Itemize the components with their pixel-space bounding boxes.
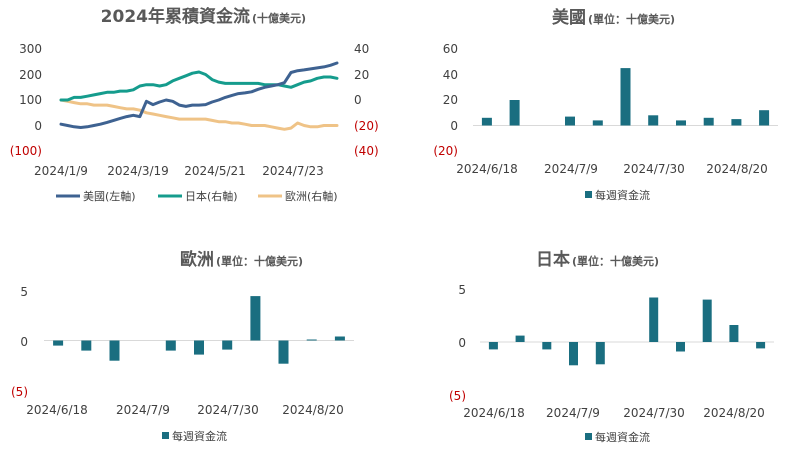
legend-label-weekly-flow: 每週資金流 bbox=[172, 429, 227, 443]
bar-2024/6/18 bbox=[53, 340, 64, 346]
chart4-title: 日本 bbox=[536, 249, 570, 270]
chart3-title: 歐洲 bbox=[180, 249, 214, 270]
chart2-y-tick: 20 bbox=[443, 93, 458, 107]
chart4-x-tick: 2024/7/9 bbox=[546, 406, 600, 420]
bar-2024/7/16 bbox=[592, 120, 603, 126]
legend-swatch-weekly-flow bbox=[585, 191, 592, 198]
chart3-x-tick: 2024/7/9 bbox=[116, 403, 170, 417]
bar-2024/8/20 bbox=[306, 339, 317, 341]
chart2-y-tick: 0 bbox=[450, 119, 458, 133]
chart2-y-tick: 60 bbox=[443, 42, 458, 56]
bar-2024/8/27 bbox=[759, 110, 770, 126]
bar-2024/7/16 bbox=[595, 342, 605, 365]
chart3-x-tick: 2024/6/18 bbox=[26, 403, 88, 417]
europe-weekly-flow-chart: 歐洲 (單位：十億美元) 5 0 (5) 2024/6/18 2024/7/9 … bbox=[11, 249, 354, 443]
chart1-right-tick: 20 bbox=[354, 68, 369, 82]
series-line-europe bbox=[59, 98, 339, 131]
bar-2024/8/13 bbox=[702, 299, 712, 342]
chart1-x-tick: 2024/3/19 bbox=[107, 164, 169, 178]
chart3-y-tick: (5) bbox=[11, 385, 28, 399]
chart2-title: 美國 bbox=[552, 7, 586, 28]
bar-2024/8/27 bbox=[756, 342, 766, 349]
chart3-subtitle: (單位：十億美元) bbox=[216, 254, 303, 268]
chart2-x-tick: 2024/7/30 bbox=[623, 162, 685, 176]
legend-label-weekly-flow: 每週資金流 bbox=[595, 430, 650, 444]
bar-2024/6/25 bbox=[81, 340, 92, 351]
legend-label-us: 美國(左軸) bbox=[83, 189, 136, 203]
bar-2024/8/20 bbox=[731, 119, 742, 126]
chart4-y-tick: 5 bbox=[458, 283, 466, 297]
bar-2024/7/30 bbox=[222, 340, 233, 350]
bar-2024/8/13 bbox=[703, 117, 714, 126]
bar-2024/7/9 bbox=[569, 342, 578, 366]
chart2-x-tick: 2024/8/20 bbox=[706, 162, 768, 176]
us-weekly-flow-chart: 美國 (單位：十億美元) 60 40 20 0 (20) 2024/6/18 2… bbox=[433, 7, 778, 202]
chart3-x-tick: 2024/8/20 bbox=[282, 403, 344, 417]
chart4-subtitle: (單位：十億美元) bbox=[572, 254, 659, 268]
chart2-x-tick: 2024/6/18 bbox=[456, 162, 518, 176]
bar-2024/7/2 bbox=[542, 342, 552, 350]
bar-2024/8/6 bbox=[676, 342, 685, 352]
bar-2024/7/2 bbox=[109, 340, 120, 361]
chart1-title: 2024年累積資金流 bbox=[101, 6, 250, 27]
chart3-plot-area bbox=[44, 296, 354, 364]
series-line-us bbox=[59, 61, 339, 129]
chart2-subtitle: (單位：十億美元) bbox=[588, 12, 675, 26]
chart2-y-tick: (20) bbox=[433, 144, 458, 158]
bar-2024/8/6 bbox=[250, 296, 261, 341]
chart4-plot-area bbox=[480, 297, 774, 366]
chart3-y-tick: 5 bbox=[20, 285, 28, 299]
chart1-x-tick: 2024/7/23 bbox=[262, 164, 324, 178]
bar-2024/8/6 bbox=[676, 120, 686, 126]
chart4-x-tick: 2024/8/20 bbox=[703, 406, 765, 420]
bar-2024/8/20 bbox=[729, 325, 739, 342]
bar-2024/8/27 bbox=[334, 336, 345, 341]
legend-label-weekly-flow: 每週資金流 bbox=[595, 188, 650, 202]
chart3-x-tick: 2024/7/30 bbox=[197, 403, 259, 417]
chart1-right-tick: 40 bbox=[354, 42, 369, 56]
chart4-x-tick: 2024/6/18 bbox=[463, 406, 525, 420]
bar-2024/7/23 bbox=[620, 68, 631, 126]
chart1-subtitle: (十億美元) bbox=[252, 11, 306, 25]
bar-2024/6/25 bbox=[509, 100, 520, 126]
chart4-y-tick: 0 bbox=[458, 336, 466, 350]
legend-label-europe: 歐洲(右軸) bbox=[285, 189, 338, 203]
japan-weekly-flow-chart: 日本 (單位：十億美元) 5 0 (5) 2024/6/18 2024/7/9 … bbox=[449, 249, 774, 444]
chart1-right-tick: 0 bbox=[354, 93, 362, 107]
bar-2024/7/9 bbox=[565, 116, 575, 126]
chart1-left-tick: 300 bbox=[19, 42, 42, 56]
chart2-y-tick: 40 bbox=[443, 68, 458, 82]
chart3-y-tick: 0 bbox=[20, 335, 28, 349]
chart1-left-tick: 0 bbox=[34, 119, 42, 133]
legend-swatch-weekly-flow bbox=[162, 432, 169, 439]
chart1-x-tick: 2024/5/21 bbox=[184, 164, 246, 178]
bar-2024/8/13 bbox=[278, 340, 289, 364]
bar-2024/7/30 bbox=[648, 115, 659, 126]
legend-swatch-weekly-flow bbox=[585, 433, 592, 440]
bar-2024/6/18 bbox=[488, 342, 498, 350]
bar-2024/6/25 bbox=[515, 335, 525, 342]
chart4-x-tick: 2024/7/30 bbox=[623, 406, 685, 420]
chart1-right-tick: (40) bbox=[354, 144, 379, 158]
bar-2024/7/16 bbox=[165, 340, 176, 351]
legend-label-japan: 日本(右軸) bbox=[185, 189, 238, 203]
chart1-left-tick: 200 bbox=[19, 68, 42, 82]
chart1-left-tick: 100 bbox=[19, 93, 42, 107]
bar-2024/7/30 bbox=[649, 297, 659, 342]
chart4-y-tick: (5) bbox=[449, 389, 466, 403]
bar-2024/7/23 bbox=[194, 340, 204, 355]
chart2-x-tick: 2024/7/9 bbox=[544, 162, 598, 176]
series-line-japan bbox=[59, 70, 339, 102]
chart1-x-tick: 2024/1/9 bbox=[34, 164, 88, 178]
cumulative-flow-chart: 2024年累積資金流 (十億美元) 300 200 100 0 (100) 40… bbox=[10, 6, 379, 203]
chart2-plot-area bbox=[473, 68, 778, 126]
chart1-plot-area bbox=[59, 61, 339, 131]
chart1-left-tick: (100) bbox=[10, 144, 42, 158]
chart1-right-tick: (20) bbox=[354, 119, 379, 133]
bar-2024/6/18 bbox=[481, 117, 492, 126]
